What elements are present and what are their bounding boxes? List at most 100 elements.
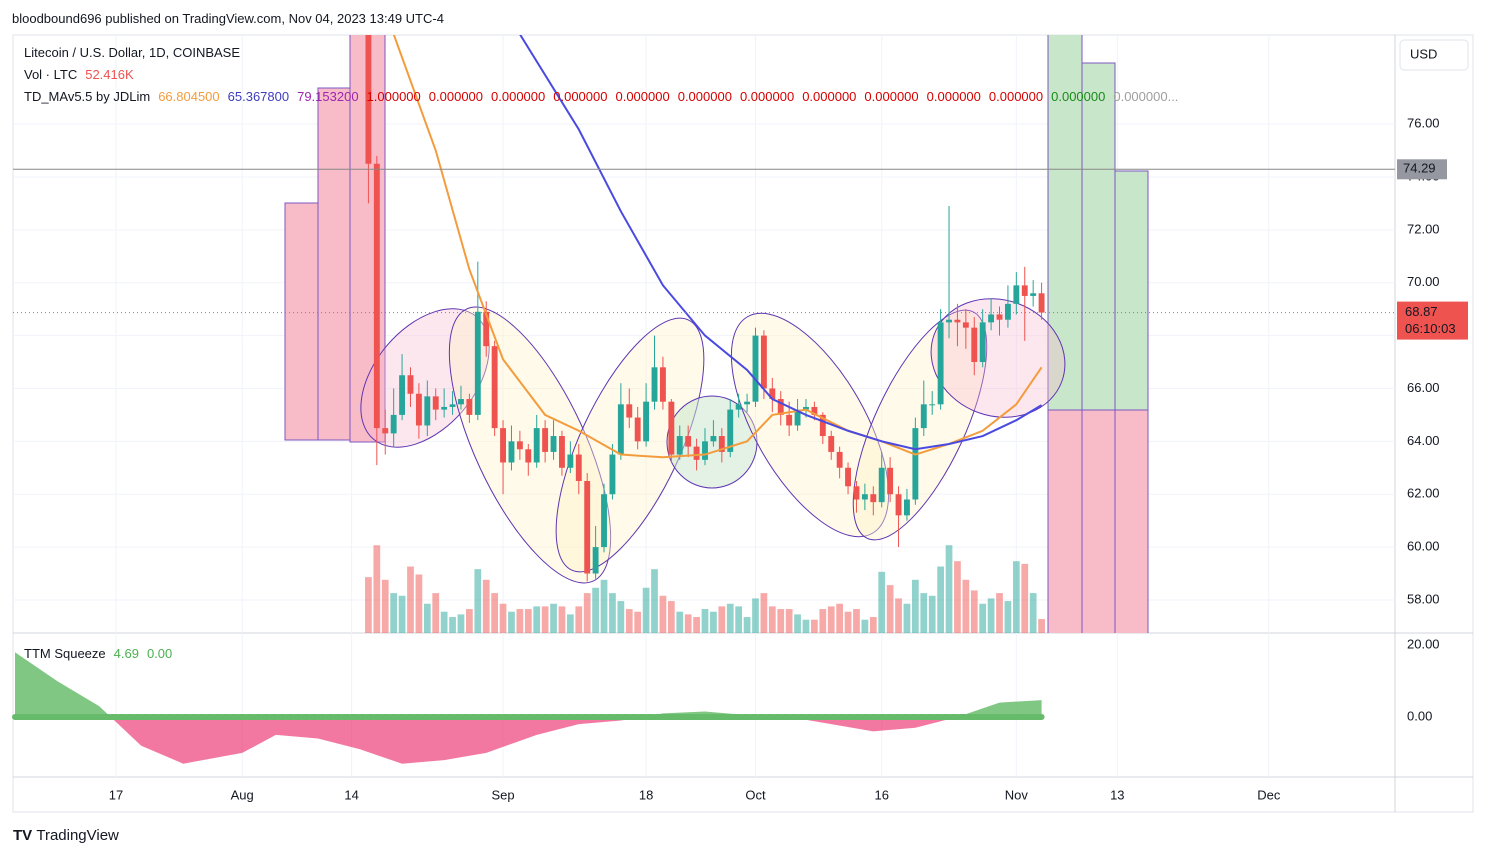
volume-bar <box>533 606 541 633</box>
volume-bar <box>1004 601 1012 633</box>
indicator-value: 0.000000 <box>802 89 857 104</box>
volume-bar <box>811 619 818 633</box>
candle-body <box>550 436 557 452</box>
y-tick-label: 72.00 <box>1407 221 1440 236</box>
indicator-value: 1.000000 <box>366 89 421 104</box>
candle-body <box>676 436 683 455</box>
box <box>1081 62 1116 411</box>
volume-bar <box>869 617 877 633</box>
volume-bar <box>853 609 860 633</box>
volume-bar <box>945 545 953 633</box>
candle-body <box>1030 293 1037 296</box>
candle-body <box>508 441 515 463</box>
volume-bar <box>482 579 490 633</box>
volume-bar <box>802 619 810 633</box>
volume-bar <box>600 579 608 633</box>
y-tick-label: 62.00 <box>1407 486 1440 501</box>
candle-body <box>727 409 734 452</box>
candle-body <box>912 428 919 500</box>
box <box>1114 170 1149 411</box>
volume-bar <box>768 606 776 633</box>
candle-body <box>693 446 700 460</box>
candle-body <box>659 367 666 402</box>
volume-bar <box>979 603 987 633</box>
candle-body <box>937 322 944 405</box>
candle-body <box>525 449 532 463</box>
volume-bar <box>836 603 843 633</box>
volume-bar <box>373 545 381 633</box>
candle-body <box>996 314 1003 320</box>
volume-bar <box>1038 619 1045 633</box>
candle-body <box>861 494 868 500</box>
volume-bar <box>794 614 801 633</box>
volume-bar <box>583 593 591 633</box>
volume-bar <box>449 617 456 633</box>
volume-bar <box>634 611 642 633</box>
volume-bar <box>962 579 970 633</box>
volume-bar <box>743 617 751 633</box>
indicator-value: 0.000000 <box>553 89 608 104</box>
candle-body <box>483 311 490 347</box>
volume-bar <box>625 609 633 633</box>
candle-body <box>904 499 910 516</box>
candle-body <box>516 441 523 450</box>
candle-body <box>542 428 549 452</box>
price-tag <box>1397 301 1468 340</box>
candle-body <box>382 428 389 434</box>
candle-body <box>870 494 877 503</box>
volume-bar <box>440 611 448 633</box>
candle-body <box>1013 285 1020 304</box>
candle-body <box>466 399 473 415</box>
volume-bar <box>844 611 852 633</box>
x-tick-label: 14 <box>344 787 358 802</box>
x-tick-label: 17 <box>109 787 123 802</box>
volume-bar <box>457 614 465 633</box>
volume-bar <box>407 566 414 633</box>
candle-body <box>458 399 464 405</box>
y-tick-label: 64.00 <box>1407 433 1440 448</box>
volume-bar <box>516 609 524 633</box>
volume-bar <box>609 593 616 633</box>
squeeze-value: 0.00 <box>146 646 173 661</box>
box <box>1047 409 1083 633</box>
brand: TV TradingView <box>13 827 119 844</box>
candle-body <box>702 441 708 460</box>
volume-bar <box>861 619 869 633</box>
candle-body <box>988 314 995 323</box>
volume-bar <box>886 585 894 633</box>
candle-body <box>811 406 818 415</box>
indicator-legend: TD_MAv5.5 by JDLim 66.804500 65.367800 79.1… <box>24 89 1186 104</box>
candle-body <box>1021 285 1028 296</box>
candle-body <box>845 467 851 487</box>
candle-body <box>777 399 784 415</box>
currency-box[interactable] <box>1399 39 1469 71</box>
volume-bar <box>466 609 473 633</box>
y-tick-label: 60.00 <box>1407 539 1440 554</box>
x-tick-label: 18 <box>639 787 653 802</box>
indicator-value: 0.000000 <box>739 89 795 104</box>
box <box>1047 35 1083 411</box>
candle-body <box>828 436 835 452</box>
indicator-value: 79.153200 <box>297 89 359 104</box>
volume-bar <box>693 617 700 633</box>
y-tick-label: 66.00 <box>1407 380 1440 395</box>
candle-body <box>567 454 574 468</box>
volume-bar <box>735 606 743 633</box>
indicator-value: 65.367800 <box>227 89 290 104</box>
candle-body <box>668 401 675 455</box>
candle-body <box>735 404 742 410</box>
ma-line <box>519 35 1043 451</box>
candle-body <box>399 375 406 415</box>
candle-body <box>533 428 540 463</box>
indicator-value: 0.000000 <box>864 89 919 104</box>
x-tick-label: Oct <box>745 787 766 802</box>
x-tick-label: Sep <box>491 787 514 802</box>
volume-bar <box>1029 593 1037 633</box>
brand-name: TradingView <box>36 827 119 844</box>
candle-body <box>819 414 826 437</box>
candle-body <box>946 319 952 323</box>
volume-bar <box>381 579 389 633</box>
box <box>284 202 319 441</box>
volume-bar <box>878 571 886 633</box>
candle-body <box>971 327 978 363</box>
